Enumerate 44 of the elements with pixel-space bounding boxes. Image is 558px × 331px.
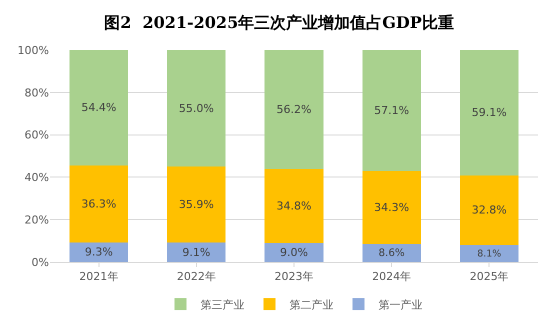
data-label: 32.8% — [472, 204, 507, 217]
data-label: 59.1% — [472, 106, 507, 120]
bar — [264, 242, 324, 262]
bar — [264, 50, 324, 170]
bar — [362, 50, 421, 172]
data-label: 55.0% — [178, 102, 214, 115]
data-label: 56.2% — [276, 103, 312, 116]
bar — [167, 242, 226, 262]
data-label: 9.3% — [84, 246, 113, 259]
bar — [70, 50, 128, 166]
y-tick-label: 60% — [24, 128, 49, 142]
x-tick-label: 2024年 — [372, 270, 412, 284]
bar — [362, 171, 421, 244]
chart-title: 图2 2021-2025年三次产业增加值占GDP比重 — [104, 12, 454, 32]
data-label: 36.3% — [81, 197, 116, 210]
data-label: 8.6% — [378, 247, 405, 260]
y-tick-label: 20% — [24, 213, 49, 226]
y-tick-label: 40% — [24, 171, 49, 184]
x-tick-label: 2021年 — [79, 270, 118, 284]
bar — [460, 175, 518, 245]
bar — [70, 242, 128, 262]
x-tick-label: 2022年 — [176, 270, 216, 284]
bar — [460, 244, 518, 262]
bar — [167, 50, 226, 167]
bar — [167, 166, 226, 243]
y-tick-label: 80% — [24, 86, 49, 100]
x-tick-label: 2025年 — [470, 270, 509, 284]
data-label: 34.8% — [276, 200, 312, 213]
y-tick-label: 100% — [18, 44, 49, 57]
legend-label: 第一产业 — [378, 298, 422, 312]
data-label: 54.4% — [81, 101, 116, 114]
data-label: 8.1% — [477, 248, 502, 260]
data-label: 35.9% — [178, 198, 214, 212]
bar — [460, 50, 518, 176]
data-label: 34.3% — [374, 200, 410, 214]
data-label: 9.0% — [280, 246, 308, 259]
legend-label: 第三产业 — [200, 298, 244, 312]
bar — [264, 169, 324, 243]
y-tick-label: 0% — [32, 256, 49, 269]
bar — [70, 165, 128, 242]
data-label: 57.1% — [374, 104, 410, 118]
x-tick-label: 2023年 — [274, 270, 314, 284]
data-label: 9.1% — [182, 246, 210, 259]
legend-label: 第二产业 — [290, 298, 334, 312]
